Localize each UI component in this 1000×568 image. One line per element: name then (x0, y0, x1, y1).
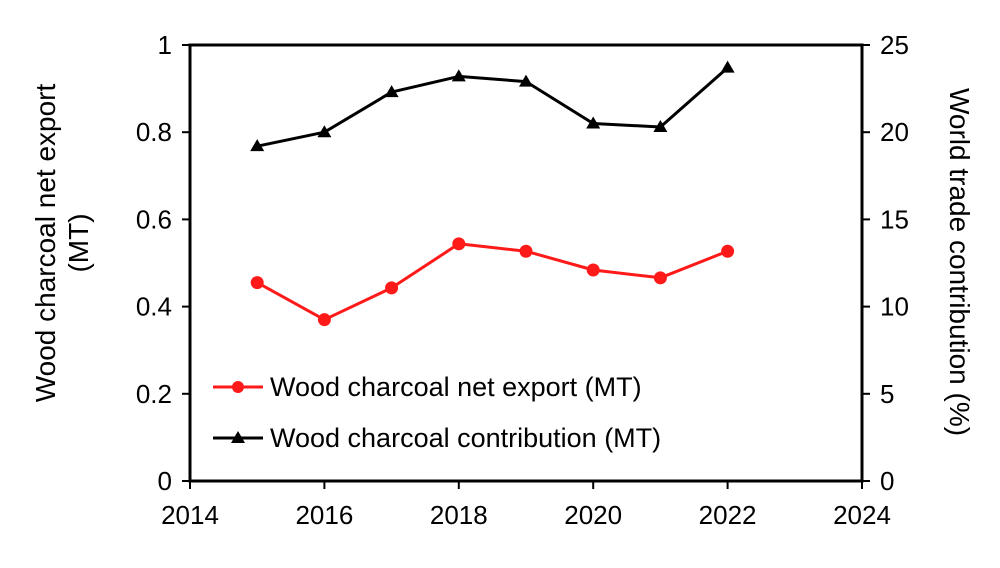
legend-marker-net-export (232, 381, 244, 393)
legend-item-contribution: Wood charcoal contribution (MT) (213, 423, 661, 453)
x-axis: 2014 2016 2018 2020 2022 2024 (161, 481, 891, 530)
left-y-tick-label: 0 (158, 466, 172, 496)
data-point-net-export (519, 244, 533, 258)
right-y-tick-label: 15 (880, 204, 909, 234)
left-y-tick-label: 0.2 (136, 379, 172, 409)
series-net-export (250, 237, 735, 327)
plot-area (188, 43, 864, 483)
x-tick-label: 2024 (833, 500, 891, 530)
data-point-net-export (250, 276, 264, 290)
series-layer (250, 60, 735, 327)
data-point-net-export (452, 237, 466, 251)
left-y-axis-title-line2: (MT) (63, 213, 94, 272)
data-point-contribution (653, 119, 668, 132)
left-y-axis-title-line1: Wood charcoal net export (30, 84, 61, 403)
right-y-tick-label: 25 (880, 30, 909, 60)
data-point-contribution (317, 125, 332, 138)
legend: Wood charcoal net export (MT) Wood charc… (213, 372, 661, 453)
left-y-tick-label: 0.6 (136, 204, 172, 234)
x-tick-label: 2022 (699, 500, 757, 530)
x-tick-label: 2016 (295, 500, 353, 530)
data-point-contribution (451, 69, 466, 82)
data-point-net-export (317, 313, 331, 327)
data-point-contribution (250, 139, 265, 152)
left-y-axis: 0 0.2 0.4 0.6 0.8 1 (136, 30, 190, 496)
legend-label-contribution: Wood charcoal contribution (MT) (270, 423, 661, 453)
left-y-tick-label: 0.4 (136, 292, 172, 322)
data-point-net-export (586, 263, 600, 277)
legend-marker-contribution (231, 431, 245, 443)
right-y-tick-label: 10 (880, 292, 909, 322)
x-tick-label: 2014 (161, 500, 219, 530)
series-line-contribution (256, 66, 729, 148)
data-point-net-export (721, 244, 735, 258)
data-point-contribution (586, 116, 601, 129)
right-y-axis: 0 5 10 15 20 25 (862, 30, 909, 496)
plot-border (188, 43, 864, 483)
right-y-axis-title: World trade contribution (%) (944, 88, 975, 436)
data-point-contribution (720, 60, 735, 73)
data-point-net-export (653, 271, 667, 285)
legend-label-net-export: Wood charcoal net export (MT) (270, 372, 642, 402)
data-point-contribution (519, 74, 533, 87)
data-point-contribution (384, 85, 399, 98)
right-y-tick-label: 5 (880, 379, 894, 409)
series-contribution (250, 60, 735, 152)
right-y-tick-label: 0 (880, 466, 894, 496)
left-y-tick-label: 0.8 (136, 117, 172, 147)
legend-item-net-export: Wood charcoal net export (MT) (213, 372, 642, 402)
x-tick-label: 2020 (564, 500, 622, 530)
x-tick-label: 2018 (430, 500, 488, 530)
right-y-tick-label: 20 (880, 117, 909, 147)
series-line-net-export (256, 242, 729, 322)
left-y-tick-label: 1 (158, 30, 172, 60)
data-point-net-export (385, 281, 399, 295)
